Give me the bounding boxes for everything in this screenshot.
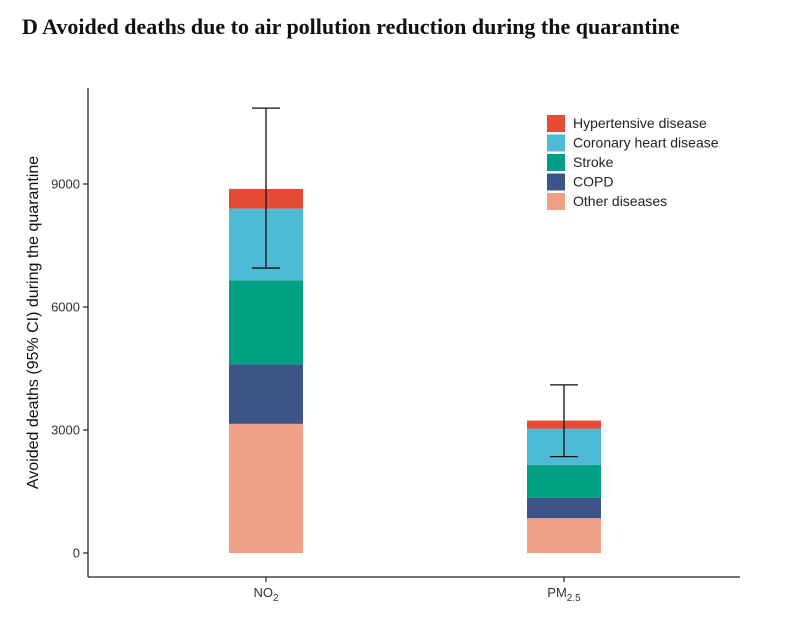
error-bars-layer bbox=[252, 107, 578, 458]
bar-segment-stroke-0 bbox=[229, 280, 303, 365]
legend-label-other-diseases: Other diseases bbox=[573, 193, 667, 209]
legend-swatch-copd bbox=[547, 173, 565, 191]
bar-segment-other-diseases-1 bbox=[527, 518, 601, 553]
x-tick-label-1: PM2.5 bbox=[547, 585, 581, 604]
legend-label-hypertensive-disease: Hypertensive disease bbox=[573, 115, 707, 131]
legend-swatch-hypertensive-disease bbox=[547, 115, 565, 132]
y-tick-label-6000: 6000 bbox=[51, 300, 80, 315]
legend-swatch-other-diseases bbox=[547, 193, 565, 210]
y-tick-label-3000: 3000 bbox=[51, 423, 80, 438]
legend-label-coronary-heart-disease: Coronary heart disease bbox=[573, 135, 719, 151]
y-tick-label-9000: 9000 bbox=[51, 177, 80, 192]
legend-label-copd: COPD bbox=[573, 174, 613, 190]
bar-segment-copd-0 bbox=[229, 364, 303, 424]
legend: Hypertensive disease Coronary heart disea… bbox=[547, 115, 719, 210]
legend-swatch-stroke bbox=[547, 154, 565, 171]
bar-segment-copd-1 bbox=[527, 497, 601, 519]
y-axis-title: Avoided deaths (95% CI) during the quara… bbox=[25, 156, 42, 489]
bar-segment-stroke-1 bbox=[527, 464, 601, 498]
axes-layer: 0 3000 6000 9000 NO2 PM2.5 Avoided deaths (95%… bbox=[25, 88, 740, 604]
panel-title: D Avoided deaths due to air pollution re… bbox=[22, 14, 680, 39]
x-tick-label-sub-1: 2.5 bbox=[567, 593, 581, 604]
legend-swatch-coronary-heart-disease bbox=[547, 134, 565, 152]
bar-segment-other-diseases-0 bbox=[229, 423, 303, 553]
x-tick-label-0: NO2 bbox=[253, 585, 279, 604]
bars-layer bbox=[229, 188, 601, 553]
x-tick-label-main-0: NO bbox=[253, 585, 273, 600]
legend-label-stroke: Stroke bbox=[573, 154, 614, 170]
y-tick-label-0: 0 bbox=[73, 546, 80, 561]
x-tick-label-main-1: PM bbox=[547, 585, 567, 600]
x-tick-label-sub-0: 2 bbox=[273, 593, 279, 604]
